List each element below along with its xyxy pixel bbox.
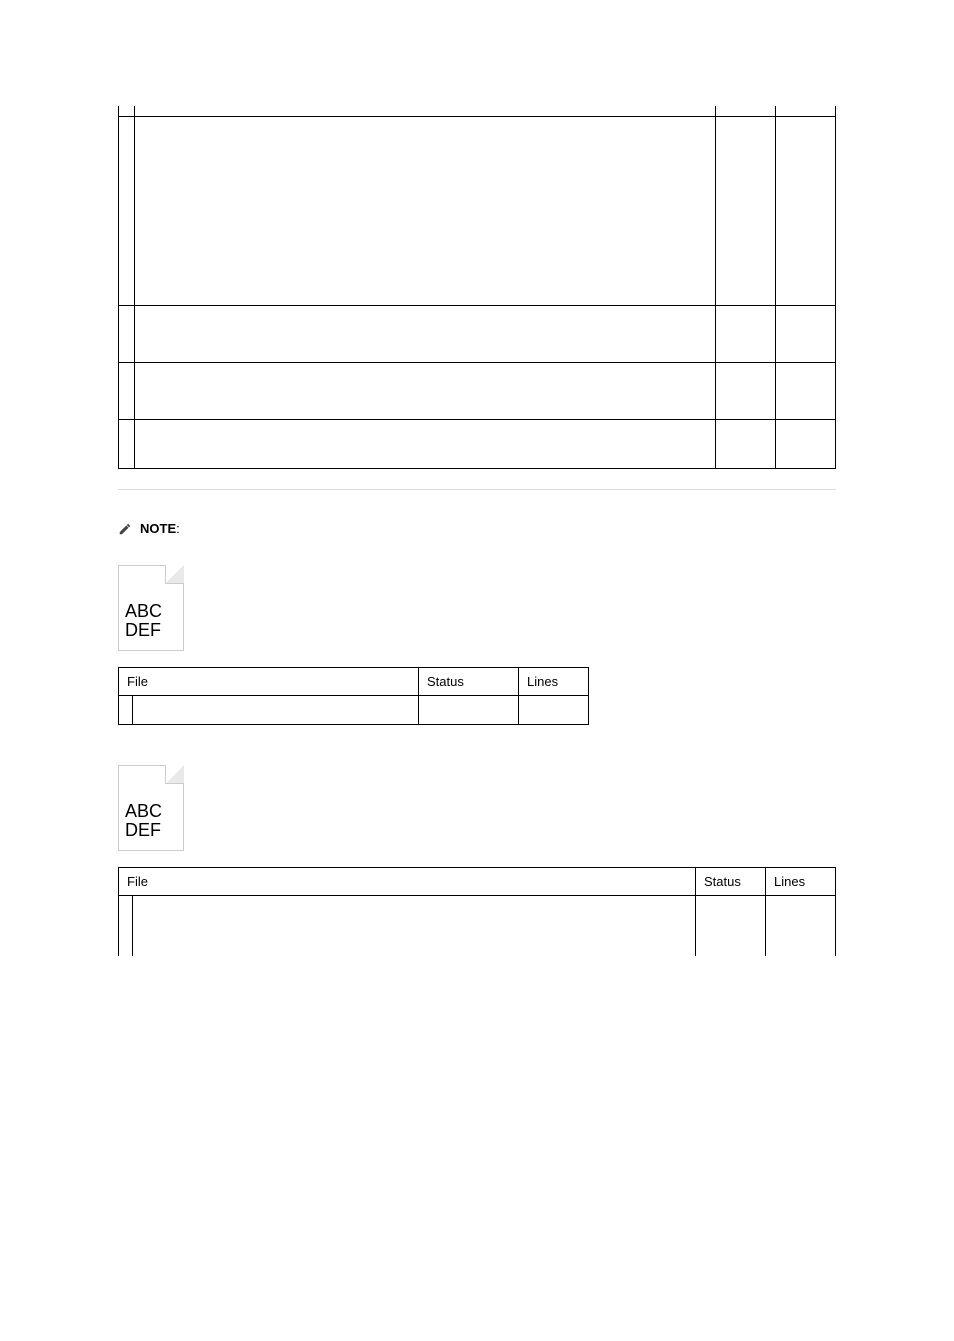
file-cell [133, 896, 695, 956]
section-divider [118, 489, 836, 490]
changes-wide-body [119, 895, 836, 956]
table-cell [135, 306, 716, 363]
table-cell [135, 363, 716, 420]
file-icon-line1: ABC [125, 801, 162, 821]
table-cell [119, 363, 135, 420]
table-row [119, 895, 836, 956]
file-icon-line1: ABC [125, 601, 162, 621]
changes-table-narrow: File Status Lines [118, 667, 589, 725]
table-cell [776, 420, 836, 469]
table-row [119, 306, 836, 363]
table-row [119, 695, 589, 724]
note-block: NOTE: [118, 520, 836, 539]
table-cell [119, 117, 135, 306]
changes-narrow-body [119, 695, 589, 724]
table-header-row: File Status Lines [119, 667, 589, 695]
index-cell [119, 696, 133, 724]
table-cell [119, 420, 135, 469]
table-cell [119, 306, 135, 363]
table-row [119, 363, 836, 420]
note-bold: NOTE [140, 521, 176, 536]
table-cell-lines [766, 895, 836, 956]
table-header-row: File Status Lines [119, 867, 836, 895]
col-lines: Lines [519, 667, 589, 695]
index-cell [119, 896, 133, 956]
table-cell [776, 306, 836, 363]
pencil-icon [118, 522, 132, 536]
col-file: File [119, 867, 696, 895]
table-row [119, 420, 836, 469]
file-icon-line2: DEF [125, 820, 161, 840]
table-cell [776, 117, 836, 306]
table-cell [135, 117, 716, 306]
col-status: Status [696, 867, 766, 895]
table-row [119, 117, 836, 306]
col-lines: Lines [766, 867, 836, 895]
table-cell [716, 117, 776, 306]
col-status: Status [419, 667, 519, 695]
table-cell [716, 420, 776, 469]
text-file-icon: ABC DEF [118, 565, 184, 651]
table-cell-file [119, 695, 419, 724]
changes-table-wide: File Status Lines [118, 867, 836, 956]
table-cell [776, 363, 836, 420]
table-cell-lines [519, 695, 589, 724]
file-icon-line2: DEF [125, 620, 161, 640]
col-file: File [119, 667, 419, 695]
top-table-body [119, 106, 836, 469]
file-cell [133, 696, 418, 724]
text-file-icon: ABC DEF [118, 765, 184, 851]
table-row [119, 106, 836, 117]
table-cell-status [419, 695, 519, 724]
table-cell-file [119, 895, 696, 956]
note-text: NOTE: [140, 520, 180, 539]
table-cell [135, 420, 716, 469]
table-cell [716, 363, 776, 420]
top-table [118, 106, 836, 469]
table-cell [716, 306, 776, 363]
table-cell-status [696, 895, 766, 956]
